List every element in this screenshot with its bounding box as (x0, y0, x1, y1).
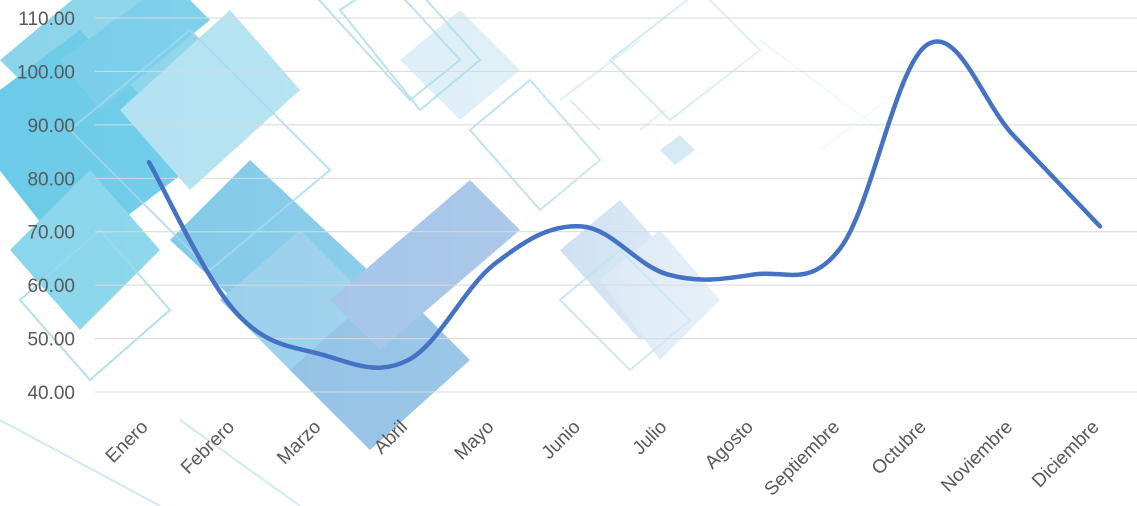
y-tick-label: 40.00 (27, 383, 75, 404)
y-axis-ticks: 40.00 50.00 60.00 70.00 80.00 90.00 100.00 110.… (17, 9, 75, 404)
y-tick-label: 70.00 (27, 223, 75, 244)
gridlines (95, 17, 1137, 393)
y-tick-label: 90.00 (27, 116, 75, 137)
y-tick-label: 110.00 (18, 9, 75, 30)
series-layer (146, 39, 1103, 370)
y-tick-label: 60.00 (27, 276, 75, 297)
series-line-0 (146, 39, 1103, 370)
y-tick-label: 100.00 (17, 62, 75, 83)
y-tick-label: 80.00 (27, 169, 75, 190)
y-tick-label: 50.00 (27, 330, 75, 351)
